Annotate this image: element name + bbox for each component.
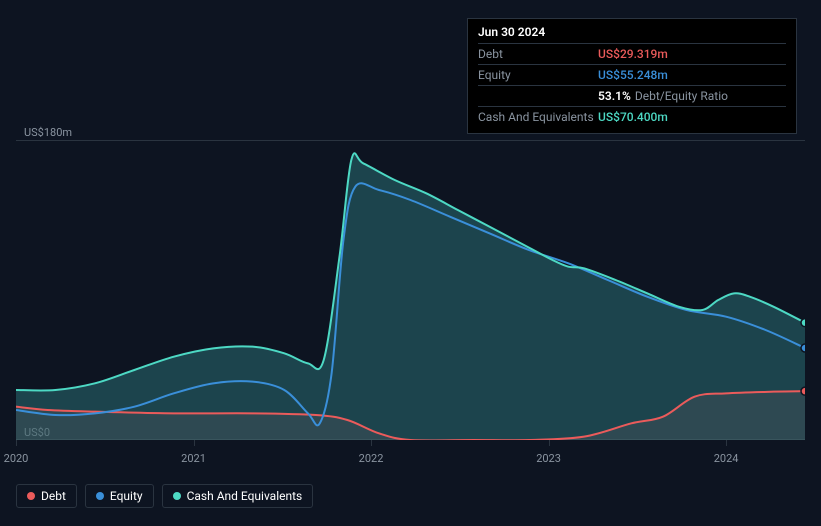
tooltip-ratio-label: Debt/Equity Ratio	[635, 89, 728, 103]
x-axis-tick: 2020	[4, 452, 29, 465]
tooltip-row: DebtUS$29.319m	[478, 43, 786, 64]
x-axis-tick-mark	[371, 440, 372, 446]
tooltip-row-value: US$29.319m	[598, 47, 668, 61]
tooltip-row: 53.1% Debt/Equity Ratio	[478, 85, 786, 106]
y-axis-max-label: US$180m	[24, 126, 72, 139]
legend-item-debt[interactable]: Debt	[16, 484, 77, 508]
series-fill-cash	[16, 153, 805, 440]
x-axis-tick: 2024	[714, 452, 739, 465]
legend-label: Equity	[110, 489, 143, 503]
x-axis-tick-mark	[726, 440, 727, 446]
legend-item-cash[interactable]: Cash And Equivalents	[162, 484, 314, 508]
debt-equity-chart: Jun 30 2024 DebtUS$29.319mEquityUS$55.24…	[0, 0, 821, 526]
x-axis-tick-mark	[194, 440, 195, 446]
x-axis-tick-mark	[549, 440, 550, 446]
x-axis-tick-mark	[16, 440, 17, 446]
tooltip-date: Jun 30 2024	[478, 25, 786, 39]
series-end-marker-debt	[801, 387, 805, 395]
x-axis-tick: 2023	[536, 452, 561, 465]
tooltip-row-label: Cash And Equivalents	[478, 110, 598, 124]
tooltip-row: Cash And EquivalentsUS$70.400m	[478, 106, 786, 127]
legend-item-equity[interactable]: Equity	[85, 484, 154, 508]
series-end-marker-equity	[801, 344, 805, 352]
x-axis-tick: 2022	[359, 452, 384, 465]
chart-legend: Debt Equity Cash And Equivalents	[16, 484, 313, 508]
legend-dot-icon	[173, 492, 181, 500]
tooltip-row-value: US$55.248m	[598, 68, 668, 82]
tooltip-row-value: US$70.400m	[598, 110, 668, 124]
legend-label: Cash And Equivalents	[187, 489, 303, 503]
x-axis-tick: 2021	[181, 452, 206, 465]
tooltip-row: EquityUS$55.248m	[478, 64, 786, 85]
plot-svg[interactable]	[16, 140, 805, 440]
tooltip-ratio-pct: 53.1%	[598, 89, 631, 103]
chart-tooltip: Jun 30 2024 DebtUS$29.319mEquityUS$55.24…	[467, 18, 797, 134]
series-end-marker-cash	[801, 319, 805, 327]
legend-dot-icon	[27, 492, 35, 500]
tooltip-row-label: Debt	[478, 47, 598, 61]
legend-dot-icon	[96, 492, 104, 500]
legend-label: Debt	[41, 489, 66, 503]
tooltip-row-label: Equity	[478, 68, 598, 82]
